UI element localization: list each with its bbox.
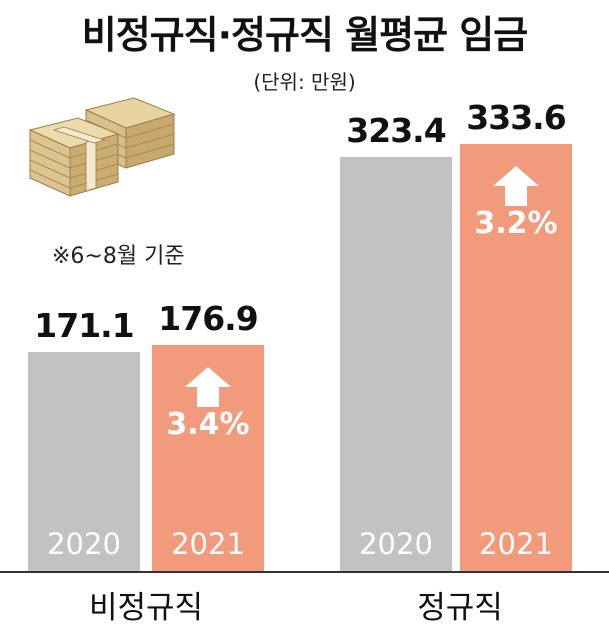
value-label-nonregular-2020: 171.1: [34, 305, 134, 345]
value-label-regular-2021: 333.6: [466, 97, 566, 137]
money-stack-front: [28, 117, 120, 197]
up-arrow-icon: [493, 165, 539, 206]
bar-regular-2020: [340, 157, 452, 571]
unit-note: (단위: 만원): [253, 70, 356, 94]
growth-label-regular: 3.2%: [474, 205, 558, 241]
category-label-nonregular: 비정규직: [88, 590, 204, 626]
bar-nonregular-2020: [28, 351, 140, 571]
year-label-nonregular-2020: 2020: [47, 527, 121, 561]
year-label-regular-2021: 2021: [479, 527, 553, 561]
period-note: ※6~8월 기준: [52, 244, 185, 269]
growth-label-nonregular: 3.4%: [166, 406, 250, 442]
category-label-regular: 정규직: [417, 590, 503, 626]
value-label-regular-2020: 323.4: [346, 111, 446, 151]
bar-regular-2021: [460, 143, 572, 571]
year-label-nonregular-2021: 2021: [171, 527, 245, 561]
money-stack-icon: [28, 97, 176, 197]
up-arrow-icon: [185, 366, 231, 407]
x-axis-baseline: [0, 571, 609, 573]
year-label-regular-2020: 2020: [359, 527, 433, 561]
value-label-nonregular-2021: 176.9: [158, 298, 258, 338]
chart-title: 비정규직·정규직 월평균 임금: [81, 13, 528, 57]
